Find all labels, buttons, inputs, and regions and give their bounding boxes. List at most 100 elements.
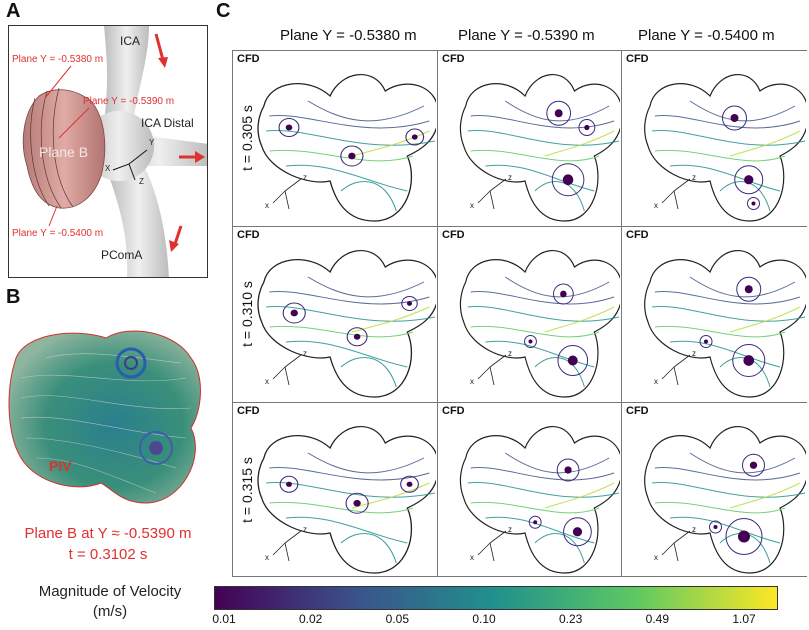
cfd-label: CFD [442, 53, 465, 65]
cfd-cell-t-0310-plane-0540: CFD x z [622, 227, 806, 401]
streamline-plot [644, 74, 806, 222]
column-header-plane-0540: Plane Y = -0.5400 m [638, 27, 775, 44]
colorbar-tick-label: 0.23 [558, 612, 583, 626]
vortex-core [751, 201, 756, 206]
colorbar-tick-label: 0.10 [472, 612, 496, 626]
vortex-core [353, 333, 361, 340]
cfd-label: CFD [626, 53, 649, 65]
cfd-cell-t-0305-plane-0540: CFD x z [622, 51, 806, 225]
colorbar-unit: (m/s) [92, 603, 128, 620]
plane-b-label: Plane B [39, 144, 89, 160]
axis-x-label: x [265, 201, 269, 210]
vortex-core [572, 527, 583, 537]
panel-b-label: B [6, 286, 21, 308]
axis-x-label: x [470, 377, 474, 386]
axis-z-label: Z [139, 177, 144, 186]
cfd-label: CFD [237, 405, 260, 417]
pcoma-label: PComA [101, 248, 143, 262]
vortex-core [562, 174, 574, 186]
panel-b-caption-line1: Plane B at Y ≈ -0.5390 m [24, 525, 192, 542]
vortex-core [353, 499, 361, 507]
cfd-cell-t-0310-plane-0538: CFD x z [233, 227, 436, 401]
axis-z-label: z [508, 173, 512, 182]
panel-a-label: A [6, 0, 21, 22]
plane-y-0540-label: Plane Y = -0.5400 m [12, 228, 104, 239]
cfd-cell-t-0315-plane-0538: CFD x z [233, 403, 436, 577]
vortex-core [730, 114, 739, 122]
vortex-core [749, 461, 758, 469]
vortex-core [567, 355, 578, 366]
axis-z-label: z [508, 349, 512, 358]
cfd-cell-t-0310-plane-0539: CFD x z [438, 227, 620, 401]
streamline-plot [257, 426, 436, 574]
axis-z-label: z [303, 349, 307, 358]
colorbar-tick-label: 0.05 [385, 612, 410, 626]
vortex-core [286, 481, 292, 487]
axis-x-label: x [470, 553, 474, 562]
axis-z-label: z [303, 525, 307, 534]
axis-z-label: z [692, 349, 696, 358]
vortex-core [713, 525, 718, 529]
colorbar-tick-label: 1.07 [732, 612, 756, 626]
axis-x-label: x [654, 201, 658, 210]
colorbar-tick-label: 0.02 [298, 612, 323, 626]
plane-y-0538-label: Plane Y = -0.5380 m [12, 54, 104, 65]
vortex-core [285, 124, 293, 131]
vortex-core [554, 109, 563, 118]
vortex-core [744, 285, 753, 294]
streamline-plot [459, 250, 620, 398]
cfd-cell-t-0315-plane-0540: CFD x z [622, 403, 806, 577]
vortex-core [738, 530, 750, 543]
vortex-core [348, 152, 356, 160]
panel-a-aneurysm-model: ICA Plane Y = -0.5380 m Plane Y = -0.539… [8, 25, 208, 278]
plane-y-0539-label: Plane Y = -0.5390 m [83, 96, 175, 107]
piv-label: PIV [49, 458, 72, 474]
vortex-core [584, 124, 590, 131]
axis-x-label: x [470, 201, 474, 210]
axis-x-label: x [265, 377, 269, 386]
cfd-label: CFD [626, 229, 649, 241]
cfd-label: CFD [442, 229, 465, 241]
streamline-plot [257, 74, 436, 222]
velocity-colorbar [214, 586, 778, 610]
colorbar-tick-label: 0.49 [645, 612, 670, 626]
vortex-core [743, 355, 755, 366]
vortex-core [560, 290, 567, 298]
streamline-plot [644, 426, 806, 574]
cfd-label: CFD [237, 53, 260, 65]
cfd-cell-t-0305-plane-0539: CFD x z [438, 51, 620, 225]
cfd-cell-t-0315-plane-0539: CFD x z [438, 403, 620, 577]
vortex-core [564, 466, 572, 474]
cfd-cell-t-0305-plane-0538: CFD x z [233, 51, 436, 225]
column-header-plane-0539: Plane Y = -0.5390 m [458, 27, 595, 44]
colorbar-title: Magnitude of Velocity [38, 583, 182, 600]
vortex-core [533, 520, 538, 525]
panel-c-label: C [216, 0, 231, 22]
colorbar-tick-label: 0.01 [212, 612, 236, 626]
vortex-core [704, 339, 708, 344]
panel-c-cfd-grid: Plane Y = -0.5380 m Plane Y = -0.5390 m … [232, 10, 807, 577]
vortex-core [290, 309, 298, 317]
column-header-plane-0538: Plane Y = -0.5380 m [280, 27, 417, 44]
cfd-label: CFD [237, 229, 260, 241]
vortex-core [411, 134, 418, 140]
streamline-plot [459, 74, 620, 222]
panel-b-caption-line2: t = 0.3102 s [68, 546, 148, 563]
axis-z-label: z [692, 525, 696, 534]
streamline-plot [644, 250, 806, 398]
ica-distal-label: ICA Distal [141, 116, 194, 130]
piv-flow-field [8, 330, 201, 504]
cfd-label: CFD [442, 405, 465, 417]
vortex-core [528, 339, 533, 344]
aneurysm-geometry-illustration [22, 26, 207, 277]
streamline-plot [257, 250, 436, 398]
axis-y-label: Y [149, 138, 155, 147]
vortex-core [744, 175, 754, 185]
axis-z-label: z [692, 173, 696, 182]
axis-x-label: x [265, 553, 269, 562]
axis-x-label: X [105, 164, 111, 173]
cfd-label: CFD [626, 405, 649, 417]
vortex-core [406, 481, 413, 487]
axis-x-label: x [654, 377, 658, 386]
vortex-core [406, 301, 413, 306]
